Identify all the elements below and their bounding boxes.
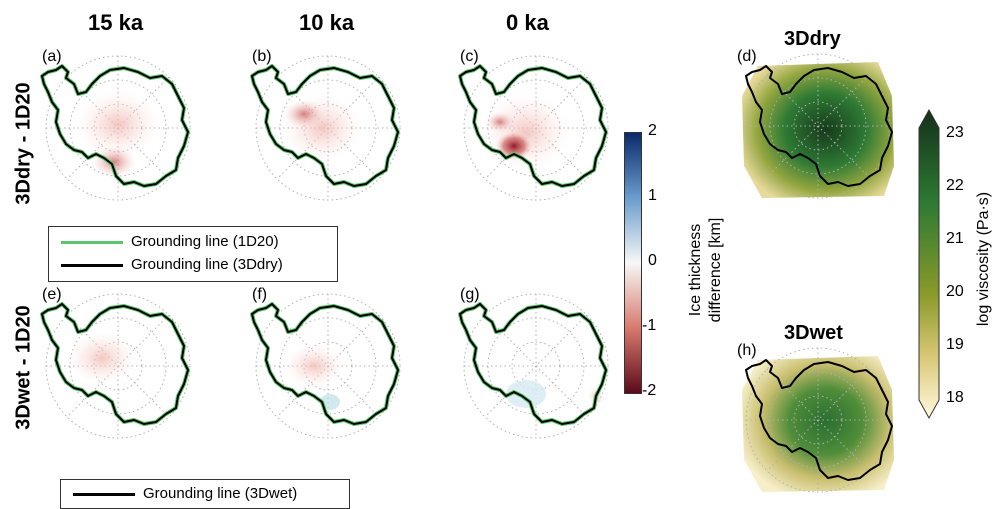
visc-tick-21: 21: [946, 230, 964, 247]
map-panel-b: [250, 55, 401, 201]
panel-label-c: (c): [460, 48, 479, 65]
thickness-tick-minus2: -2: [642, 382, 657, 399]
viscosity-title-3dwet: 3Dwet: [784, 322, 843, 344]
legend-label-1d20: Grounding line (1D20): [131, 233, 279, 250]
row-title-3ddry: 3Ddry - 1D20: [12, 82, 35, 205]
viscosity-title-3ddry: 3Ddry: [784, 28, 841, 50]
thickness-tick-2: 2: [648, 122, 657, 139]
column-title-15ka: 15 ka: [88, 10, 144, 35]
visc-tick-18: 18: [946, 389, 964, 406]
thickness-tick-minus1: -1: [642, 317, 657, 334]
column-title-0ka: 0 ka: [506, 10, 549, 35]
map-panel-a: [40, 55, 191, 201]
thickness-tick-1: 1: [648, 187, 657, 204]
viscosity-colorbar: [918, 108, 940, 420]
legend-black-line: [61, 263, 123, 267]
visc-tick-19: 19: [946, 336, 964, 353]
viscosity-map-3ddry: [742, 53, 894, 199]
grounding-line-legend-bottom: Grounding line (3Dwet): [60, 479, 350, 509]
map-panel-g: [458, 293, 609, 439]
visc-tick-20: 20: [946, 283, 964, 300]
viscosity-map-3dwet: [742, 347, 894, 493]
map-panel-f: [250, 293, 401, 439]
row-title-3dwet: 3Dwet - 1D20: [12, 305, 35, 430]
grounding-line-legend-top: Grounding line (1D20) Grounding line (3D…: [48, 226, 338, 282]
panel-label-g: (g): [460, 286, 480, 303]
column-title-10ka: 10 ka: [299, 10, 355, 35]
visc-tick-22: 22: [946, 177, 964, 194]
ice-thickness-title: Ice thickness difference [km]: [686, 170, 726, 370]
panel-label-h: (h): [737, 342, 757, 359]
map-panel-e: [40, 293, 191, 439]
panel-label-d: (d): [737, 48, 757, 65]
thickness-tick-0: 0: [648, 252, 657, 269]
ice-thickness-title-line1: Ice thickness: [687, 223, 704, 317]
panel-label-b: (b): [252, 48, 272, 65]
legend-label-3ddry: Grounding line (3Ddry): [131, 256, 283, 273]
legend-green-line: [61, 240, 123, 244]
panel-label-a: (a): [42, 48, 62, 65]
viscosity-colorbar-title: log viscosity (Pa·s): [975, 191, 992, 327]
panel-label-e: (e): [42, 286, 62, 303]
legend-black-line-wet: [73, 492, 135, 496]
map-panel-c: [458, 55, 609, 201]
ice-thickness-title-line2: difference [km]: [707, 217, 724, 323]
legend-label-3dwet: Grounding line (3Dwet): [143, 485, 298, 502]
panel-label-f: (f): [252, 286, 268, 303]
visc-tick-23: 23: [946, 124, 964, 141]
ice-thickness-colorbar: [624, 132, 642, 394]
